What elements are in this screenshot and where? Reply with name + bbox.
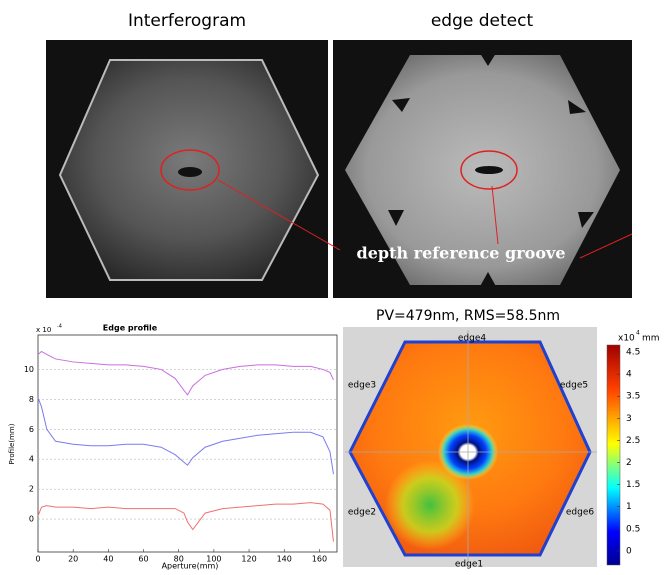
page: Interferogram edge detect depth referenc… bbox=[0, 0, 666, 575]
figure: Interferogram edge detect depth referenc… bbox=[0, 0, 666, 571]
colorbar-unit: mm bbox=[642, 334, 660, 344]
colorbar-tick-label: 1.5 bbox=[626, 480, 640, 490]
groove bbox=[475, 166, 503, 174]
colorbar-tick-label: 4 bbox=[626, 370, 632, 380]
colorbar-tick-label: 0 bbox=[626, 546, 632, 556]
groove bbox=[178, 167, 202, 177]
colorbar-unit-exponent: 4 bbox=[636, 330, 640, 337]
panel-title: edge detect bbox=[431, 11, 534, 31]
y-tick-label: 2 bbox=[29, 485, 34, 494]
y-tick-label: 8 bbox=[29, 395, 34, 404]
colorbar-tick-label: 2.5 bbox=[626, 436, 640, 446]
x-tick-label: 60 bbox=[138, 555, 148, 564]
y-tick-label: 4 bbox=[29, 455, 34, 464]
colorbar-tick-label: 2 bbox=[626, 458, 632, 468]
annotation: depth reference groove bbox=[357, 244, 566, 263]
chart-title: Edge profile bbox=[103, 324, 158, 333]
colorbar-tick-label: 4.5 bbox=[626, 348, 640, 358]
x-tick-label: 20 bbox=[68, 555, 78, 564]
edge-label: edge6 bbox=[566, 508, 595, 518]
colorbar-tick-label: 1 bbox=[626, 502, 632, 512]
y-multiplier-exponent: -4 bbox=[57, 324, 62, 330]
x-tick-label: 0 bbox=[35, 555, 40, 564]
colorbar-tick-label: 3 bbox=[626, 414, 632, 424]
x-tick-label: 160 bbox=[312, 555, 327, 564]
x-tick-label: 100 bbox=[206, 555, 221, 564]
edge-label: edge1 bbox=[455, 560, 483, 570]
colorbar-tick-label: 0.5 bbox=[626, 524, 640, 534]
colorbar-tick-label: 3.5 bbox=[626, 392, 640, 402]
map-title: PV=479nm, RMS=58.5nm bbox=[376, 308, 560, 324]
edge-label: edge4 bbox=[458, 334, 487, 344]
edge-label: edge2 bbox=[348, 508, 376, 518]
colorbar bbox=[607, 345, 620, 565]
y-tick-label: 6 bbox=[29, 425, 34, 434]
y-tick-label: 10 bbox=[24, 365, 34, 374]
y-tick-label: 0 bbox=[29, 515, 34, 524]
y-axis-label: Profile(mm) bbox=[8, 423, 16, 464]
x-tick-label: 80 bbox=[174, 555, 184, 564]
x-tick-label: 40 bbox=[103, 555, 113, 564]
panel-title: Interferogram bbox=[128, 11, 246, 31]
colorbar-unit: x10 bbox=[618, 334, 635, 344]
plot-frame bbox=[38, 335, 337, 552]
edge-label: edge3 bbox=[348, 381, 376, 391]
x-tick-label: 120 bbox=[241, 555, 256, 564]
y-multiplier: x 10 bbox=[36, 326, 51, 334]
x-tick-label: 140 bbox=[277, 555, 292, 564]
edge-label: edge5 bbox=[560, 381, 588, 391]
